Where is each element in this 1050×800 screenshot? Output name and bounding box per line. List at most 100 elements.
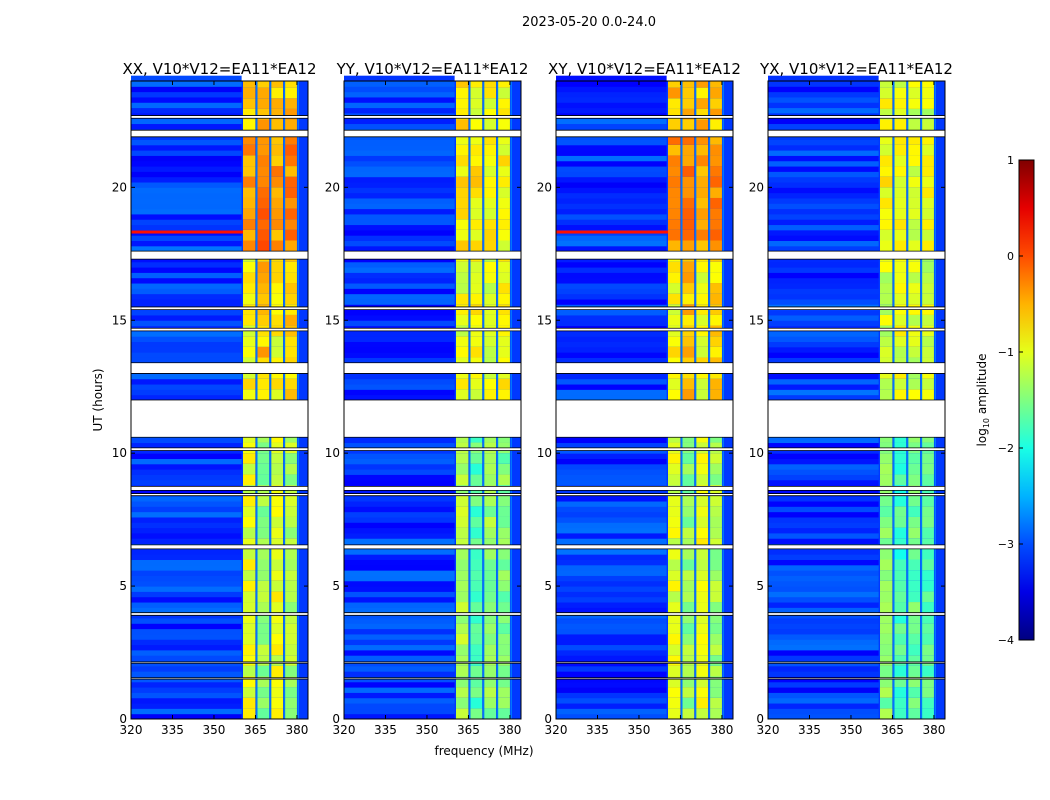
heatmap-cell — [893, 155, 907, 167]
heatmap-row — [556, 81, 667, 87]
heatmap-cell — [469, 527, 483, 539]
heatmap-cell — [270, 240, 284, 252]
heatmap-cell — [456, 87, 469, 99]
heatmap-row — [768, 213, 879, 220]
heatmap-row — [344, 479, 455, 486]
heatmap-cell — [880, 229, 893, 241]
heatmap-cell — [497, 155, 510, 167]
heatmap-cell — [270, 197, 284, 209]
heatmap-row — [556, 442, 667, 449]
heatmap-cell — [668, 389, 681, 400]
heatmap-cell — [921, 119, 934, 131]
heatmap-cell — [497, 633, 510, 645]
heatmap-cell — [907, 591, 921, 603]
heatmap-row — [131, 548, 242, 555]
flagged-band — [344, 400, 521, 438]
heatmap-row — [344, 458, 455, 465]
x-tick-label: 365 — [244, 723, 267, 737]
heatmap-row — [768, 298, 879, 305]
heatmap-row — [768, 655, 879, 662]
heatmap-cell — [681, 219, 695, 230]
heatmap-cell — [483, 81, 497, 88]
flagged-band — [131, 400, 308, 438]
heatmap-cell — [243, 612, 256, 624]
heatmap-cell — [469, 697, 483, 709]
heatmap-cell — [483, 437, 497, 443]
heatmap-cell — [921, 229, 934, 241]
flagged-band — [556, 130, 733, 137]
heatmap-cell — [709, 570, 722, 581]
heatmap-cell — [256, 336, 270, 347]
heatmap-row — [556, 692, 667, 699]
heatmap-cell — [483, 108, 497, 120]
heatmap-cell — [709, 708, 722, 719]
heatmap-cell — [709, 346, 722, 358]
heatmap-row — [344, 442, 455, 449]
heatmap-cell — [456, 623, 469, 634]
heatmap-cell — [668, 538, 681, 549]
heatmap-row — [344, 330, 455, 337]
heatmap-cell — [469, 240, 483, 252]
heatmap-cell — [880, 527, 893, 539]
heatmap-cell — [695, 314, 709, 326]
heatmap-cell — [668, 119, 681, 131]
heatmap-cell — [469, 665, 483, 677]
plot-frame — [767, 80, 946, 720]
heatmap-cell — [709, 314, 722, 326]
heatmap-row — [556, 644, 667, 651]
heatmap-row — [131, 501, 242, 507]
heatmap-cell — [256, 580, 270, 592]
heatmap-cell — [880, 293, 893, 305]
heatmap-cell — [893, 166, 907, 177]
heatmap-cell — [695, 261, 709, 273]
heatmap-cell — [893, 336, 907, 347]
heatmap-row — [556, 575, 667, 582]
heatmap-cell — [893, 570, 907, 581]
heatmap-cell — [456, 633, 469, 645]
heatmap-cell — [456, 495, 469, 507]
heatmap-cell — [456, 548, 469, 560]
heatmap-cell — [681, 389, 695, 400]
heatmap-row — [768, 229, 879, 236]
heatmap-row — [556, 139, 667, 146]
heatmap-cell — [270, 144, 284, 156]
colorbar-tick-label: −1 — [998, 346, 1014, 359]
heatmap-row — [556, 192, 667, 199]
heatmap-cell — [243, 687, 256, 698]
heatmap-cell — [284, 538, 297, 549]
heatmap-row — [556, 341, 667, 348]
heatmap-cell — [284, 437, 297, 443]
heatmap-row — [556, 107, 667, 114]
heatmap-row — [556, 298, 667, 305]
heatmap-cell — [880, 187, 893, 198]
heatmap-cell — [243, 272, 256, 284]
heatmap-cell — [469, 602, 483, 613]
heatmap-cell — [243, 708, 256, 719]
heatmap-cell — [284, 633, 297, 645]
flagged-band — [556, 544, 733, 549]
heatmap-row — [344, 681, 455, 688]
heatmap-row — [131, 389, 242, 396]
heatmap-cell — [921, 272, 934, 284]
heatmap-cell — [681, 98, 695, 109]
heatmap-cell — [668, 187, 681, 198]
heatmap-cell — [270, 136, 284, 145]
heatmap-row — [344, 394, 455, 401]
heatmap-row — [344, 501, 455, 507]
heatmap-cell — [497, 506, 510, 517]
heatmap-cell — [270, 219, 284, 230]
heatmap-row — [768, 91, 879, 98]
heatmap-cell — [880, 665, 893, 677]
heatmap-row — [768, 320, 879, 327]
heatmap-row — [131, 516, 242, 523]
heatmap-row — [344, 649, 455, 656]
heatmap-row — [344, 283, 455, 289]
heatmap-row — [344, 352, 455, 358]
heatmap-cell — [483, 602, 497, 613]
heatmap-cell — [681, 378, 695, 390]
y-tick-label: 15 — [537, 313, 552, 327]
heatmap-cell — [921, 293, 934, 305]
heatmap-cell — [270, 453, 284, 464]
heatmap-cell — [907, 197, 921, 209]
heatmap-cell — [681, 687, 695, 698]
